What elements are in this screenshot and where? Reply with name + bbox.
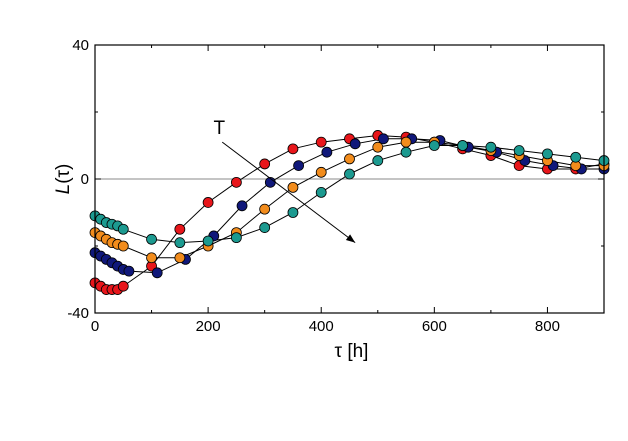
data-point-navy-12 xyxy=(293,160,305,172)
data-point-orange-6 xyxy=(146,252,157,264)
data-point-red-7 xyxy=(174,223,186,235)
data-point-teal-17 xyxy=(457,140,469,151)
data-point-teal-6 xyxy=(146,233,157,245)
x-axis-label: τ [h] xyxy=(335,341,369,362)
data-point-navy-10 xyxy=(236,200,248,212)
data-point-red-10 xyxy=(259,158,271,170)
data-point-teal-13 xyxy=(344,168,355,180)
x-tick-label: 400 xyxy=(309,318,334,335)
x-tick-label: 800 xyxy=(535,318,560,335)
data-point-navy-6 xyxy=(123,265,135,277)
data-point-orange-14 xyxy=(372,141,384,153)
data-point-navy-13 xyxy=(321,146,333,158)
data-point-navy-14 xyxy=(349,138,361,150)
data-point-orange-5 xyxy=(117,240,129,252)
label-layer: τ [h] L(τ) xyxy=(53,164,368,362)
data-point-red-5 xyxy=(117,280,129,292)
x-tick-label: 0 xyxy=(91,318,99,335)
y-tick-label: 0 xyxy=(81,171,89,188)
x-tick-label: 600 xyxy=(422,318,447,335)
data-point-red-11 xyxy=(287,143,299,155)
data-point-orange-10 xyxy=(259,203,271,215)
data-point-teal-16 xyxy=(428,140,440,151)
annotation-label: T xyxy=(213,118,225,139)
annotation-layer: T xyxy=(213,118,356,244)
data-point-orange-7 xyxy=(174,252,186,264)
data-point-navy-15 xyxy=(378,133,389,145)
data-point-orange-13 xyxy=(344,153,355,165)
data-point-teal-14 xyxy=(372,155,384,166)
data-point-orange-12 xyxy=(315,166,327,178)
data-point-teal-5 xyxy=(117,223,129,235)
data-point-teal-9 xyxy=(230,232,242,244)
annotation-arrow-line xyxy=(221,141,356,244)
x-tick-label: 200 xyxy=(196,318,221,335)
series-layer xyxy=(89,130,610,295)
y-tick-label: -40 xyxy=(67,305,89,322)
data-point-navy-7 xyxy=(151,267,163,279)
y-tick-label: 40 xyxy=(72,37,89,54)
y-axis-label-paren: (τ) xyxy=(53,164,74,184)
y-axis-label-main: L xyxy=(53,184,74,195)
data-point-teal-19 xyxy=(513,145,525,156)
data-point-orange-15 xyxy=(400,136,412,148)
data-point-teal-15 xyxy=(400,146,412,158)
data-point-teal-8 xyxy=(202,235,214,247)
data-point-red-9 xyxy=(230,176,242,188)
data-point-teal-20 xyxy=(542,148,553,160)
data-point-teal-10 xyxy=(259,222,271,233)
y-axis-label: L(τ) xyxy=(53,164,74,195)
data-point-teal-18 xyxy=(485,141,497,153)
annotation-arrow-head xyxy=(345,234,356,243)
data-point-red-12 xyxy=(315,136,327,148)
data-point-teal-7 xyxy=(174,237,186,249)
data-point-teal-12 xyxy=(315,186,327,198)
data-point-orange-11 xyxy=(287,181,299,193)
data-point-teal-21 xyxy=(570,151,582,163)
data-point-teal-11 xyxy=(287,207,299,218)
data-point-red-8 xyxy=(202,197,214,208)
